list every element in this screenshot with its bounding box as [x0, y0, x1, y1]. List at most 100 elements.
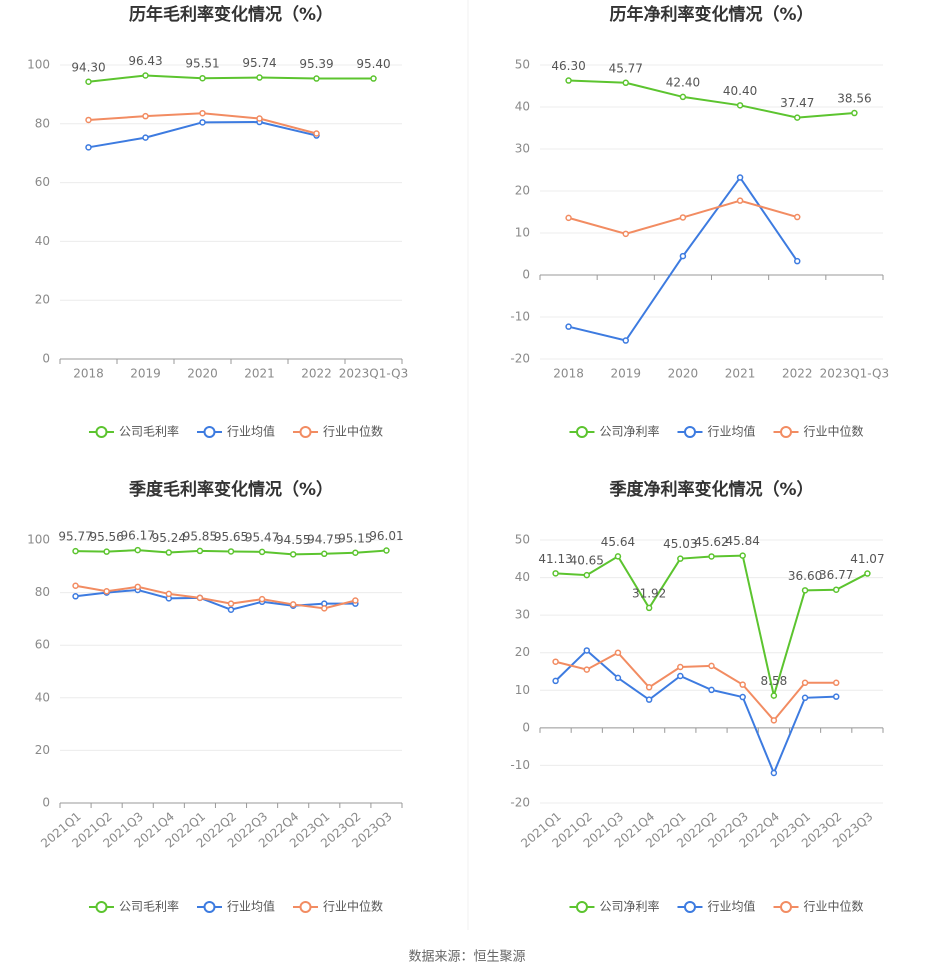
data-point	[583, 647, 591, 654]
data-point	[85, 144, 92, 151]
y-tick-label: 20	[515, 184, 530, 198]
legend-label: 行业均值	[707, 899, 755, 914]
legend-item[interactable]: 行业均值	[677, 899, 756, 914]
data-point	[739, 693, 746, 701]
data-point	[552, 570, 559, 577]
data-point	[614, 553, 622, 560]
data-point	[165, 590, 173, 598]
data-point	[165, 549, 173, 556]
legend-marker	[203, 901, 216, 913]
y-tick-label: 0	[522, 720, 530, 734]
legend-item[interactable]: 行业中位数	[773, 899, 864, 914]
legend-label: 行业中位数	[804, 424, 864, 439]
data-label: 95.65	[214, 530, 248, 544]
chart-title: 季度毛利率变化情况（%）	[129, 479, 333, 500]
legend-item[interactable]: 行业中位数	[293, 899, 383, 914]
legend-item[interactable]: 行业均值	[677, 424, 756, 439]
data-point	[736, 197, 744, 204]
data-point	[134, 583, 141, 591]
y-tick-label: 40	[35, 690, 50, 704]
x-tick-label: 2022	[301, 367, 332, 381]
data-point	[227, 606, 235, 613]
legend-item[interactable]: 行业均值	[196, 424, 275, 439]
legend-item[interactable]: 公司毛利率	[88, 899, 179, 914]
y-tick-label: -20	[510, 352, 530, 366]
data-point	[256, 74, 263, 81]
data-label: 45.77	[609, 61, 643, 75]
data-point	[794, 213, 801, 221]
data-label: 94.55	[276, 533, 310, 547]
data-label: 96.01	[369, 529, 403, 543]
data-point	[708, 553, 715, 560]
data-point	[801, 587, 809, 594]
data-point	[832, 679, 840, 687]
x-tick-label: 2019	[130, 367, 161, 381]
legend-label: 行业中位数	[323, 424, 383, 439]
legend-label: 公司净利率	[599, 424, 659, 439]
data-point	[565, 214, 572, 222]
data-point	[227, 600, 235, 607]
data-label: 95.74	[242, 56, 276, 70]
x-tick-label: 2021	[725, 367, 756, 381]
y-tick-label: 80	[35, 585, 50, 599]
legend-marker	[95, 426, 108, 438]
series-line	[568, 79, 855, 119]
data-point	[677, 555, 684, 562]
data-label: 41.07	[850, 552, 884, 566]
legend-item[interactable]: 行业中位数	[773, 424, 864, 439]
data-point	[321, 605, 328, 612]
data-label: 95.56	[89, 530, 123, 544]
data-point	[736, 102, 744, 109]
data-point	[708, 686, 715, 694]
data-point	[370, 75, 377, 82]
legend-item[interactable]: 公司净利率	[569, 424, 659, 439]
x-tick-label: 2018	[73, 367, 104, 381]
data-label: 95.51	[185, 57, 219, 71]
data-point	[645, 684, 653, 691]
y-tick-label: 30	[515, 608, 530, 622]
data-point	[313, 75, 320, 82]
y-tick-label: 20	[35, 293, 50, 307]
data-point	[565, 77, 572, 84]
data-label: 95.77	[58, 530, 92, 544]
data-point	[832, 586, 840, 593]
data-point	[832, 693, 840, 700]
data-point	[313, 130, 320, 137]
legend-label: 公司毛利率	[119, 424, 179, 439]
legend-item[interactable]: 行业均值	[196, 899, 275, 914]
data-point	[383, 547, 390, 554]
y-tick-label: 60	[35, 638, 50, 652]
data-point	[851, 109, 858, 117]
legend-label: 行业均值	[227, 424, 275, 439]
data-label: 95.15	[338, 531, 372, 545]
y-tick-label: -10	[510, 310, 530, 324]
legend-item[interactable]: 公司毛利率	[88, 424, 179, 439]
data-point	[801, 679, 809, 687]
x-tick-label: 2020	[187, 367, 218, 381]
x-tick-label: 2023Q1-Q3	[339, 367, 408, 381]
x-tick-label: 2022	[782, 367, 813, 381]
series-line	[88, 121, 317, 149]
y-tick-label: 100	[27, 58, 50, 72]
legend-item[interactable]: 行业中位数	[293, 424, 383, 439]
legend-marker	[299, 426, 312, 438]
data-point	[770, 769, 778, 777]
legend-label: 行业均值	[227, 899, 275, 914]
legend-marker	[299, 901, 312, 913]
legend-item[interactable]: 公司净利率	[569, 899, 659, 914]
y-tick-label: 20	[35, 743, 50, 757]
legend-marker	[780, 901, 793, 913]
legend-label: 行业中位数	[804, 899, 864, 914]
data-label: 31.92	[632, 586, 666, 600]
x-tick-label: 2023Q1-Q3	[820, 367, 889, 381]
data-point	[289, 551, 297, 558]
legend-marker	[203, 426, 216, 438]
data-point	[679, 252, 687, 260]
data-point	[199, 109, 206, 117]
data-label: 45.84	[726, 534, 760, 548]
data-point	[770, 692, 778, 699]
data-point	[794, 114, 801, 121]
data-point	[142, 72, 149, 79]
data-label: 36.60	[788, 569, 822, 583]
